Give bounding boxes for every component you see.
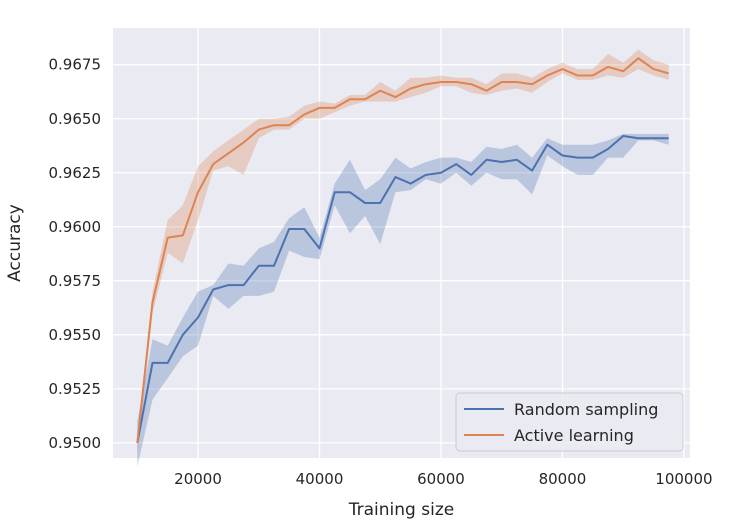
y-tick-label: 0.9650 (49, 110, 102, 128)
legend-label-0: Random sampling (514, 400, 658, 419)
x-tick-label: 100000 (655, 470, 712, 488)
vertical-gridlines (197, 28, 685, 458)
x-tick-label: 80000 (539, 470, 587, 488)
x-tick-label: 40000 (296, 470, 344, 488)
x-tick-label: 60000 (417, 470, 465, 488)
y-tick-label: 0.9550 (49, 326, 102, 344)
y-tick-labels: 0.9500 0.9525 0.9550 0.9575 0.9600 0.9625 0.96… (49, 56, 102, 452)
legend: Random sampling Active learning (455, 392, 684, 452)
series-line-0 (136, 135, 669, 444)
series-lines (136, 57, 669, 444)
series-line-1 (136, 57, 669, 444)
y-tick-label: 0.9600 (49, 218, 102, 236)
x-tick-label: 20000 (174, 470, 222, 488)
y-tick-label: 0.9575 (49, 272, 102, 290)
x-tick-labels: 20000 40000 60000 80000 100000 (174, 470, 712, 488)
plot-area-background (113, 28, 690, 458)
y-tick-label: 0.9675 (49, 56, 102, 74)
y-axis-label: Accuracy (5, 204, 25, 282)
legend-box (455, 392, 684, 452)
legend-label-1: Active learning (514, 426, 634, 445)
y-tick-label: 0.9500 (49, 434, 102, 452)
x-axis-label: Training size (348, 500, 454, 520)
y-tick-label: 0.9625 (49, 164, 102, 182)
y-tick-label: 0.9525 (49, 380, 102, 398)
